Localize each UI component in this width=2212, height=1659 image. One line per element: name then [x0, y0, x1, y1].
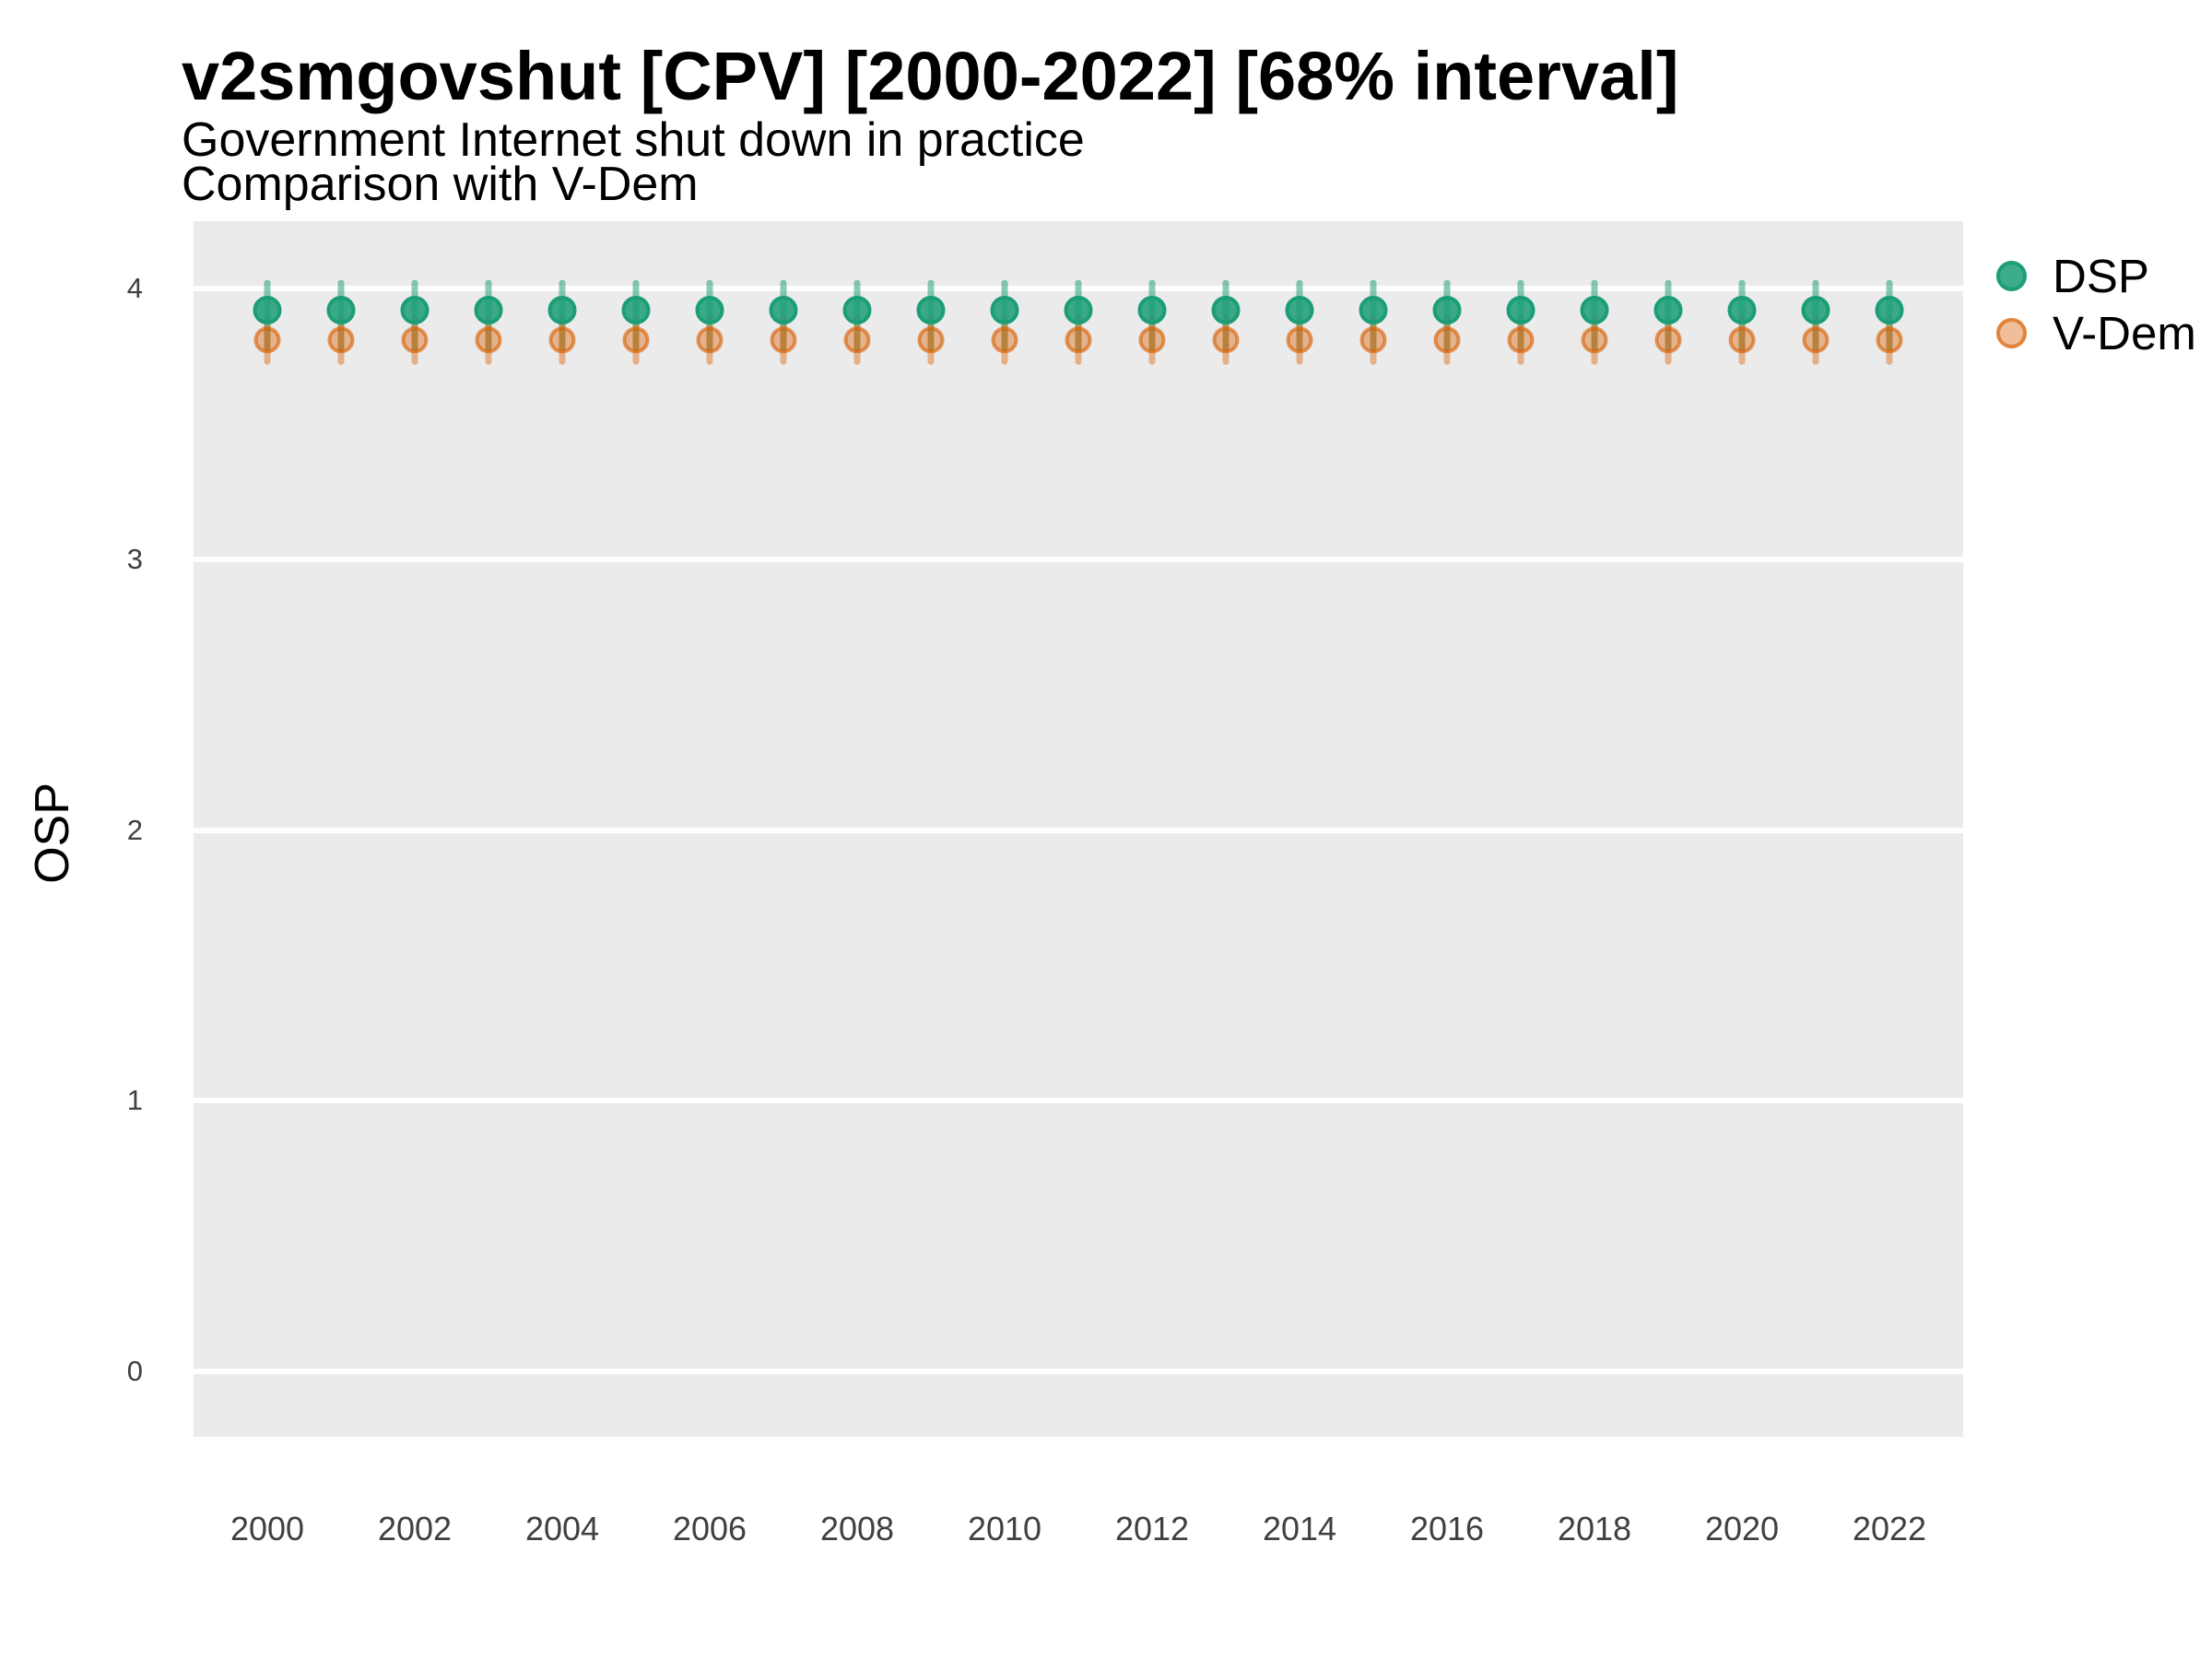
x-tick-label: 2010: [967, 1510, 1042, 1547]
gridline-y-2: [194, 827, 1963, 833]
legend-item-vdem: V-Dem: [1993, 304, 2196, 361]
x-tick-label: 2004: [524, 1510, 600, 1547]
y-tick-label: 2: [126, 813, 143, 846]
y-tick-label: 3: [126, 542, 143, 575]
chart-subtitle-line1: Government Internet shut down in practic…: [182, 113, 1085, 167]
x-tick-label: 2022: [1852, 1510, 1927, 1547]
x-tick-label: 2018: [1557, 1510, 1632, 1547]
gridline-y-1: [194, 1098, 1963, 1104]
legend: DSP V-Dem: [1993, 247, 2196, 361]
x-tick-label: 2014: [1262, 1510, 1337, 1547]
x-tick-label: 2012: [1114, 1510, 1190, 1547]
gridline-y-0: [194, 1369, 1963, 1374]
plot-panel: [194, 221, 1963, 1437]
y-tick-label: 4: [126, 272, 143, 304]
x-tick-label: 2000: [229, 1510, 305, 1547]
x-tick-label: 2020: [1704, 1510, 1780, 1547]
y-tick-label: 1: [126, 1084, 143, 1117]
dsp-point-icon: [1996, 260, 2027, 291]
gridline-y-3: [194, 556, 1963, 562]
x-tick-label: 2006: [672, 1510, 747, 1547]
x-tick-label: 2002: [377, 1510, 453, 1547]
y-tick-label: 0: [126, 1355, 143, 1387]
chart-title: v2smgovshut [CPV] [2000-2022] [68% inter…: [182, 38, 1679, 114]
legend-label-dsp: DSP: [2053, 249, 2149, 302]
legend-item-dsp: DSP: [1993, 247, 2196, 304]
x-tick-label: 2008: [819, 1510, 895, 1547]
legend-label-vdem: V-Dem: [2053, 306, 2196, 359]
chart-canvas: [253, 279, 1904, 365]
chart-subtitle-line2: Comparison with V-Dem: [182, 158, 699, 211]
x-tick-label: 2016: [1409, 1510, 1485, 1547]
vdem-point-icon: [1996, 317, 2027, 348]
